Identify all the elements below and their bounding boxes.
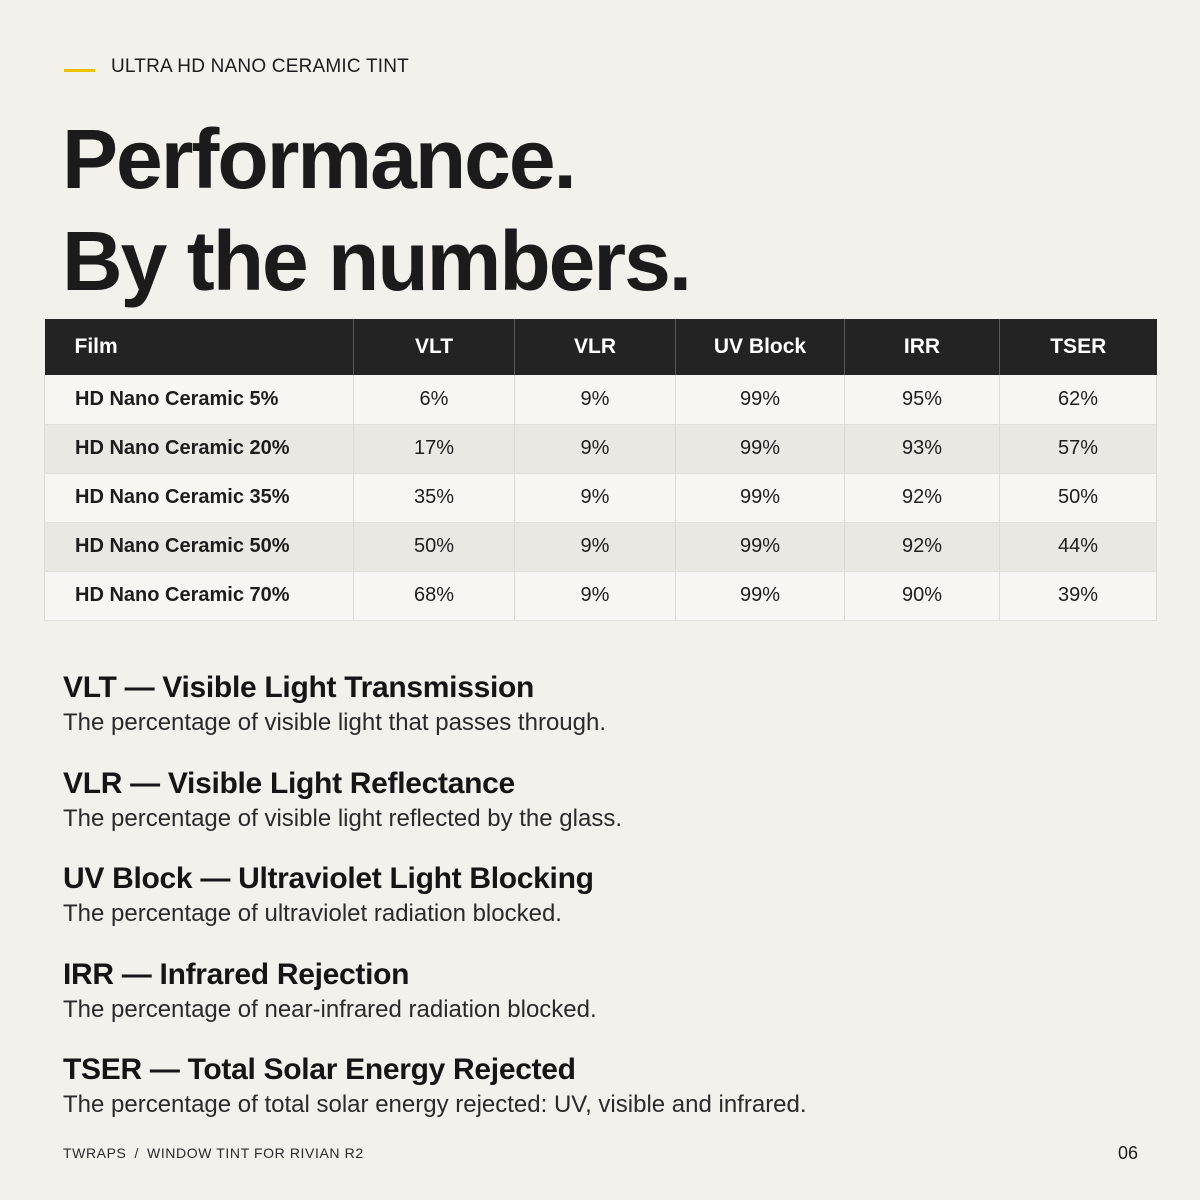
eyebrow-label: ULTRA HD NANO CERAMIC TINT [111, 56, 409, 77]
definition-item: VLR — Visible Light Reflectance The perc… [63, 766, 1143, 862]
vlr-cell: 9% [514, 571, 676, 621]
definition-description: The percentage of ultraviolet radiation … [63, 900, 562, 927]
footer-separator: / [134, 1145, 139, 1161]
film-name-cell: HD Nano Ceramic 35% [44, 473, 354, 523]
definition-item: UV Block — Ultraviolet Light Blocking Th… [63, 861, 1143, 957]
film-name-cell: HD Nano Ceramic 50% [44, 522, 354, 572]
column-header-irr: IRR [844, 319, 1000, 375]
footer-subtitle: WINDOW TINT FOR RIVIAN R2 [147, 1145, 364, 1161]
vlr-cell: 9% [514, 473, 676, 523]
uv-block-cell: 99% [675, 473, 845, 523]
uv-block-cell: 99% [675, 375, 845, 425]
uv-block-cell: 99% [675, 522, 845, 572]
definition-item: VLT — Visible Light Transmission The per… [63, 670, 1143, 766]
tser-cell: 50% [999, 473, 1157, 523]
title-line-1: Performance. [62, 112, 577, 206]
column-header-uv-block: UV Block [675, 319, 845, 375]
definition-term: VLT — Visible Light Transmission [63, 671, 535, 704]
definition-term: TSER — Total Solar Energy Rejected [63, 1053, 576, 1086]
film-name-cell: HD Nano Ceramic 20% [44, 424, 354, 474]
page-number: 06 [1117, 1143, 1138, 1163]
footer-brand: TWRAPS [63, 1145, 127, 1161]
definition-term: UV Block — Ultraviolet Light Blocking [63, 862, 594, 895]
performance-table: Film VLT VLR UV Block IRR TSER HD Nano C… [44, 319, 1157, 621]
table-row: HD Nano Ceramic 70% 68% 9% 99% 90% 39% [44, 571, 1157, 621]
definitions-list: VLT — Visible Light Transmission The per… [63, 670, 1143, 1148]
irr-cell: 93% [844, 424, 1000, 474]
column-header-vlr: VLR [514, 319, 676, 375]
definition-description: The percentage of visible light that pas… [63, 709, 606, 736]
film-name-cell: HD Nano Ceramic 70% [44, 571, 354, 621]
table-header-row: Film VLT VLR UV Block IRR TSER [44, 319, 1157, 375]
vlt-cell: 17% [353, 424, 515, 474]
column-header-vlt: VLT [353, 319, 515, 375]
column-header-film: Film [44, 319, 354, 375]
accent-rule [64, 68, 95, 72]
table-row: HD Nano Ceramic 50% 50% 9% 99% 92% 44% [44, 522, 1157, 572]
uv-block-cell: 99% [675, 571, 845, 621]
definition-description: The percentage of near-infrared radiatio… [63, 995, 597, 1023]
table-row: HD Nano Ceramic 20% 17% 9% 99% 93% 57% [44, 424, 1157, 474]
definition-item: TSER — Total Solar Energy Rejected The p… [63, 1052, 1143, 1148]
column-header-tser: TSER [1050, 335, 1107, 358]
title-line-2: By the numbers. [62, 214, 692, 308]
tser-cell: 39% [999, 571, 1157, 621]
vlt-cell: 50% [353, 522, 515, 572]
definition-term: VLR — Visible Light Reflectance [63, 766, 515, 800]
definition-description: The percentage of total solar energy rej… [63, 1091, 807, 1118]
irr-cell: 90% [844, 571, 1000, 621]
footer-breadcrumb: TWRAPS / WINDOW TINT FOR RIVIAN R2 [63, 1145, 364, 1161]
page-title: Performance. By the numbers. [62, 108, 692, 312]
film-name-cell: HD Nano Ceramic 5% [44, 375, 354, 425]
vlr-cell: 9% [514, 522, 676, 572]
tser-cell: 44% [999, 522, 1157, 572]
uv-block-cell: 99% [675, 424, 845, 474]
irr-cell: 95% [844, 375, 1000, 425]
vlr-cell: 9% [514, 424, 676, 474]
tser-cell: 62% [999, 375, 1157, 425]
table-row: HD Nano Ceramic 5% 6% 9% 99% 95% 62% [44, 375, 1157, 425]
irr-cell: 92% [844, 473, 1000, 523]
definition-term: IRR — Infrared Rejection [63, 957, 410, 991]
tser-cell: 57% [999, 424, 1157, 474]
definition-description: The percentage of visible light reflecte… [63, 804, 622, 832]
performance-table-wrapper: Film VLT VLR UV Block IRR TSER HD Nano C… [44, 319, 1157, 621]
vlr-cell: 9% [514, 375, 676, 425]
eyebrow: ULTRA HD NANO CERAMIC TINT [64, 56, 409, 78]
vlt-cell: 35% [353, 473, 515, 523]
vlt-cell: 6% [353, 375, 515, 425]
irr-cell: 92% [844, 522, 1000, 572]
table-row: HD Nano Ceramic 35% 35% 9% 99% 92% 50% [44, 473, 1157, 523]
definition-item: IRR — Infrared Rejection The percentage … [63, 957, 1143, 1053]
vlt-cell: 68% [353, 571, 515, 621]
